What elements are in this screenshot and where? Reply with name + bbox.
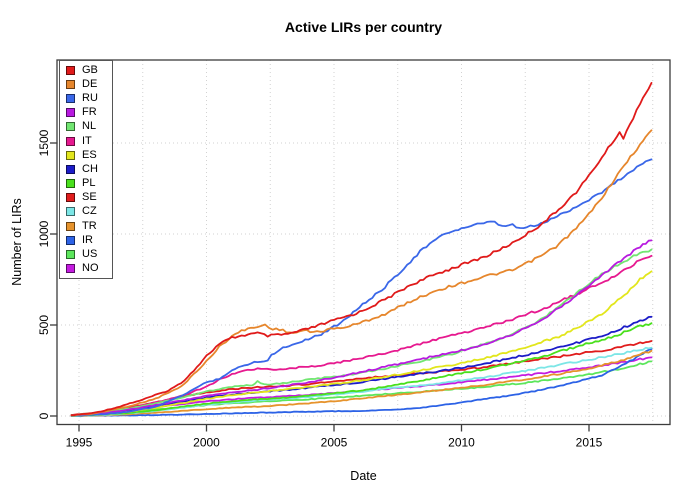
- legend-item-SE: SE: [66, 191, 112, 204]
- legend-swatch-ES: [66, 150, 75, 160]
- legend-item-IR: IR: [66, 234, 112, 247]
- legend-label: ES: [82, 148, 97, 161]
- legend-label: IR: [82, 233, 93, 246]
- legend-item-CH: CH: [66, 163, 112, 176]
- legend-item-RU: RU: [66, 92, 112, 105]
- legend-swatch-IR: [66, 235, 75, 245]
- legend-label: CH: [82, 162, 98, 175]
- series-lines: [70, 82, 653, 418]
- x-tick-label: 2005: [321, 436, 348, 450]
- legend-item-PL: PL: [66, 177, 112, 190]
- series-line-ES: [70, 270, 653, 417]
- legend-label: NL: [82, 120, 97, 133]
- legend-label: TR: [82, 219, 97, 232]
- legend-swatch-US: [66, 250, 75, 260]
- legend-item-GB: GB: [66, 64, 112, 77]
- y-tick-label: 1500: [37, 129, 51, 156]
- tick-labels: 1995 2000 2005 2010 2015 0 500 1000 1500: [37, 129, 602, 449]
- legend-swatch-NL: [66, 122, 75, 132]
- legend-swatch-SE: [66, 193, 75, 203]
- legend-swatch-RU: [66, 93, 75, 103]
- series-line-TR: [70, 349, 653, 417]
- legend-label: PL: [82, 177, 96, 190]
- plot-border: [56, 59, 671, 426]
- series-line-RU: [70, 158, 653, 417]
- legend-item-ES: ES: [66, 149, 112, 162]
- legend-label: US: [82, 248, 98, 261]
- legend-item-CZ: CZ: [66, 205, 112, 218]
- legend-swatch-DE: [66, 79, 75, 89]
- legend-swatch-PL: [66, 179, 75, 189]
- x-tick-label: 2000: [193, 436, 220, 450]
- axes: [50, 142, 590, 432]
- legend-label: RU: [82, 91, 98, 104]
- legend-item-DE: DE: [66, 78, 112, 91]
- legend-box: GB DE RU FR NL IT ES CH PL SE CZ TR IR US NO: [59, 60, 113, 279]
- x-tick-label: 1995: [66, 436, 93, 450]
- legend-swatch-FR: [66, 108, 75, 118]
- y-tick-label: 500: [37, 315, 51, 335]
- series-line-CH: [70, 315, 653, 417]
- legend-label: IT: [82, 134, 92, 147]
- legend-swatch-NO: [66, 264, 75, 274]
- x-axis-label: Date: [350, 469, 377, 483]
- x-tick-label: 2015: [576, 436, 603, 450]
- y-axis-label: Number of LIRs: [10, 198, 24, 286]
- legend-label: GB: [82, 63, 98, 76]
- legend-label: FR: [82, 106, 97, 119]
- series-line-FR: [70, 239, 653, 417]
- legend-item-US: US: [66, 248, 112, 261]
- legend-label: SE: [82, 191, 97, 204]
- legend-swatch-CH: [66, 164, 75, 174]
- legend-item-TR: TR: [66, 220, 112, 233]
- series-line-IR: [70, 348, 653, 418]
- series-line-DE: [70, 129, 653, 417]
- legend-swatch-CZ: [66, 207, 75, 217]
- series-line-CZ: [70, 346, 653, 417]
- legend-item-NL: NL: [66, 120, 112, 133]
- y-tick-label: 1000: [37, 220, 51, 247]
- legend-label: DE: [82, 77, 98, 90]
- legend-label: CZ: [82, 205, 97, 218]
- x-tick-label: 2010: [448, 436, 475, 450]
- chart-title: Active LIRs per country: [284, 19, 443, 35]
- gridlines: [57, 60, 670, 425]
- legend-label: NO: [82, 262, 99, 275]
- legend-item-IT: IT: [66, 135, 112, 148]
- legend-swatch-GB: [66, 65, 75, 75]
- series-line-GB: [70, 82, 653, 417]
- legend-item-FR: FR: [66, 106, 112, 119]
- series-line-PL: [70, 322, 653, 417]
- y-tick-label: 0: [37, 412, 51, 419]
- legend-item-NO: NO: [66, 262, 112, 275]
- legend-swatch-IT: [66, 136, 75, 146]
- legend-swatch-TR: [66, 221, 75, 231]
